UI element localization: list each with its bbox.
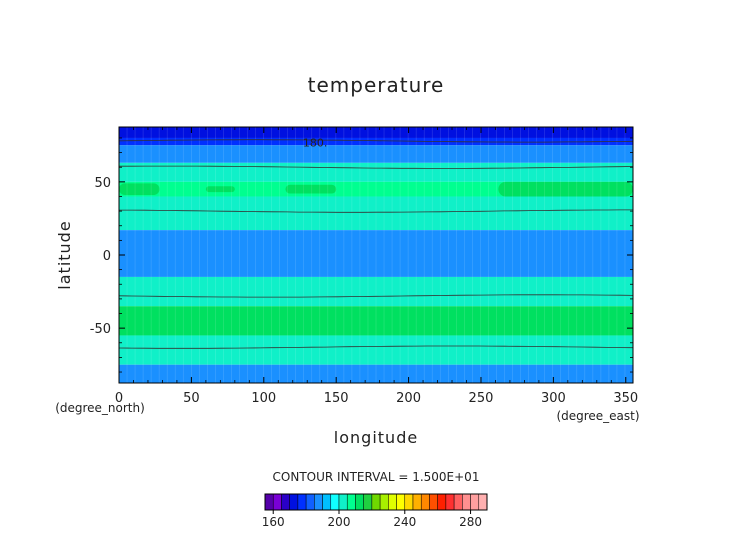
plot-area: 180. [118, 127, 634, 383]
colorbar-tick-label: 160 [262, 515, 285, 529]
contour-band-5 [119, 196, 633, 231]
colorbar-swatch [264, 493, 274, 511]
colorbar-swatch [478, 493, 488, 511]
colorbar-swatch [470, 493, 480, 511]
contour-band-2 [119, 145, 633, 163]
colorbar-tick-label: 200 [328, 515, 351, 529]
colorbar-swatch [322, 493, 332, 511]
contour-patch-0 [119, 183, 160, 196]
colorbar-swatch [281, 493, 290, 511]
colorbar-swatch [429, 493, 438, 511]
y-tick-label: -50 [90, 322, 111, 337]
x-tick-label: 100 [251, 391, 276, 406]
x-tick-label: 350 [613, 391, 638, 406]
contour-band-10 [119, 364, 633, 383]
colorbar-swatch [338, 493, 348, 511]
y-axis: -50 0 50 [90, 137, 633, 373]
colorbar-swatch [346, 493, 356, 511]
contour-line-2 [119, 209, 633, 213]
colorbar-swatch [388, 493, 397, 511]
contour-band-7 [119, 276, 633, 307]
colorbar-swatch [437, 493, 447, 511]
y-tick-label: 0 [103, 249, 111, 264]
x-tick-label: 200 [396, 391, 421, 406]
colorbar-swatch [412, 493, 422, 511]
contour-line-0 [118, 139, 634, 143]
colorbar-swatch [445, 493, 455, 511]
x-tick-label: 0 [115, 391, 123, 406]
contour-line-1 [119, 165, 634, 169]
contour-patch-2 [285, 184, 337, 194]
x-tick-label: 250 [469, 391, 494, 406]
y-axis-unit: (degree_north) [55, 401, 145, 415]
y-tick-label: 50 [94, 176, 111, 191]
contour-band-9 [119, 335, 633, 365]
colorbar-tick-label: 280 [459, 515, 482, 529]
colorbar-swatch [297, 493, 307, 511]
colorbar: 160 200 240 280 [262, 493, 488, 529]
colorbar-frame [264, 493, 488, 511]
colorbar-swatch [462, 493, 471, 511]
contour-line-3 [118, 294, 634, 298]
colorbar-swatch [371, 493, 381, 511]
contour-band-1 [119, 137, 633, 146]
y-axis-label: latitude [55, 220, 74, 289]
x-axis-unit: (degree_east) [556, 409, 639, 423]
colorbar-swatch [289, 493, 299, 511]
colorbar-swatch [305, 493, 315, 511]
contour-band-6 [119, 230, 633, 277]
colorbar-swatch [379, 493, 389, 511]
colorbar-tick-label: 240 [393, 515, 416, 529]
contour-value-label: 180. [303, 136, 328, 149]
colorbar-swatch [314, 493, 323, 511]
colorbar-swatch [404, 493, 414, 511]
x-tick-label: 150 [324, 391, 349, 406]
contour-band-8 [119, 306, 633, 336]
colorbar-swatch [330, 493, 340, 511]
contour-band-3 [119, 162, 633, 182]
colorbar-swatch [355, 493, 364, 511]
contour-line-4 [118, 345, 634, 349]
x-axis-label: longitude [334, 428, 418, 447]
chart-title: temperature [308, 73, 445, 97]
x-tick-label: 300 [541, 391, 566, 406]
colorbar-swatch [396, 493, 406, 511]
x-axis: 0 50 100 150 200 250 300 350 [115, 127, 638, 406]
colorbar-swatch [363, 493, 373, 511]
colorbar-swatch [272, 493, 282, 511]
contour-patch-3 [498, 181, 633, 197]
x-tick-label: 50 [183, 391, 200, 406]
colorbar-swatch [420, 493, 430, 511]
contour-interval-label: CONTOUR INTERVAL = 1.500E+01 [273, 470, 480, 484]
contour-patch-1 [205, 186, 235, 193]
contour-band-0 [119, 127, 633, 138]
colorbar-swatch [453, 493, 463, 511]
